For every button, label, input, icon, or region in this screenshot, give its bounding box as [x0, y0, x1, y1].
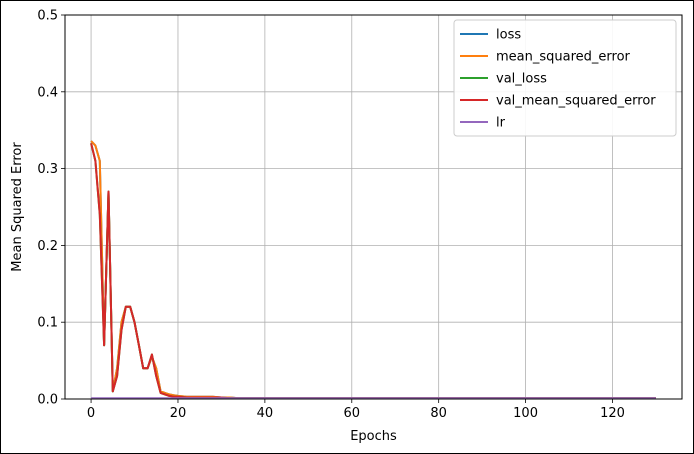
- y-tick-label: 0.5: [37, 9, 58, 24]
- legend-label: loss: [496, 28, 521, 43]
- x-tick-label: 20: [170, 406, 187, 421]
- x-tick-label: 40: [257, 406, 274, 421]
- axis-ticks: 0 20 40 60 80 100 120 0.0 0.1 0.2 0.3 0.4 0.5: [37, 9, 625, 422]
- plot-area-frame: [64, 14, 683, 400]
- y-tick-label: 0.4: [37, 85, 58, 100]
- y-tick-label: 0.2: [37, 239, 58, 254]
- x-tick-label: 80: [430, 406, 447, 421]
- series-lines: [90, 140, 656, 400]
- x-tick-label: 60: [344, 406, 361, 421]
- y-tick-label: 0.0: [37, 393, 58, 408]
- legend-label: val_loss: [496, 72, 547, 87]
- legend-label: lr: [496, 116, 506, 131]
- y-tick-label: 0.3: [37, 162, 58, 177]
- legend: loss mean_squared_error val_loss val_mean_s…: [453, 19, 677, 137]
- legend-label: val_mean_squared_error: [496, 94, 656, 109]
- y-axis-label: Mean Squared Error: [10, 142, 25, 272]
- legend-label: mean_squared_error: [496, 50, 631, 65]
- x-tick-label: 120: [600, 406, 625, 421]
- x-axis-label: Epochs: [350, 429, 397, 444]
- x-tick-label: 0: [87, 406, 95, 421]
- x-tick-label: 100: [513, 406, 538, 421]
- y-tick-label: 0.1: [37, 316, 58, 331]
- legend-box: [453, 19, 677, 137]
